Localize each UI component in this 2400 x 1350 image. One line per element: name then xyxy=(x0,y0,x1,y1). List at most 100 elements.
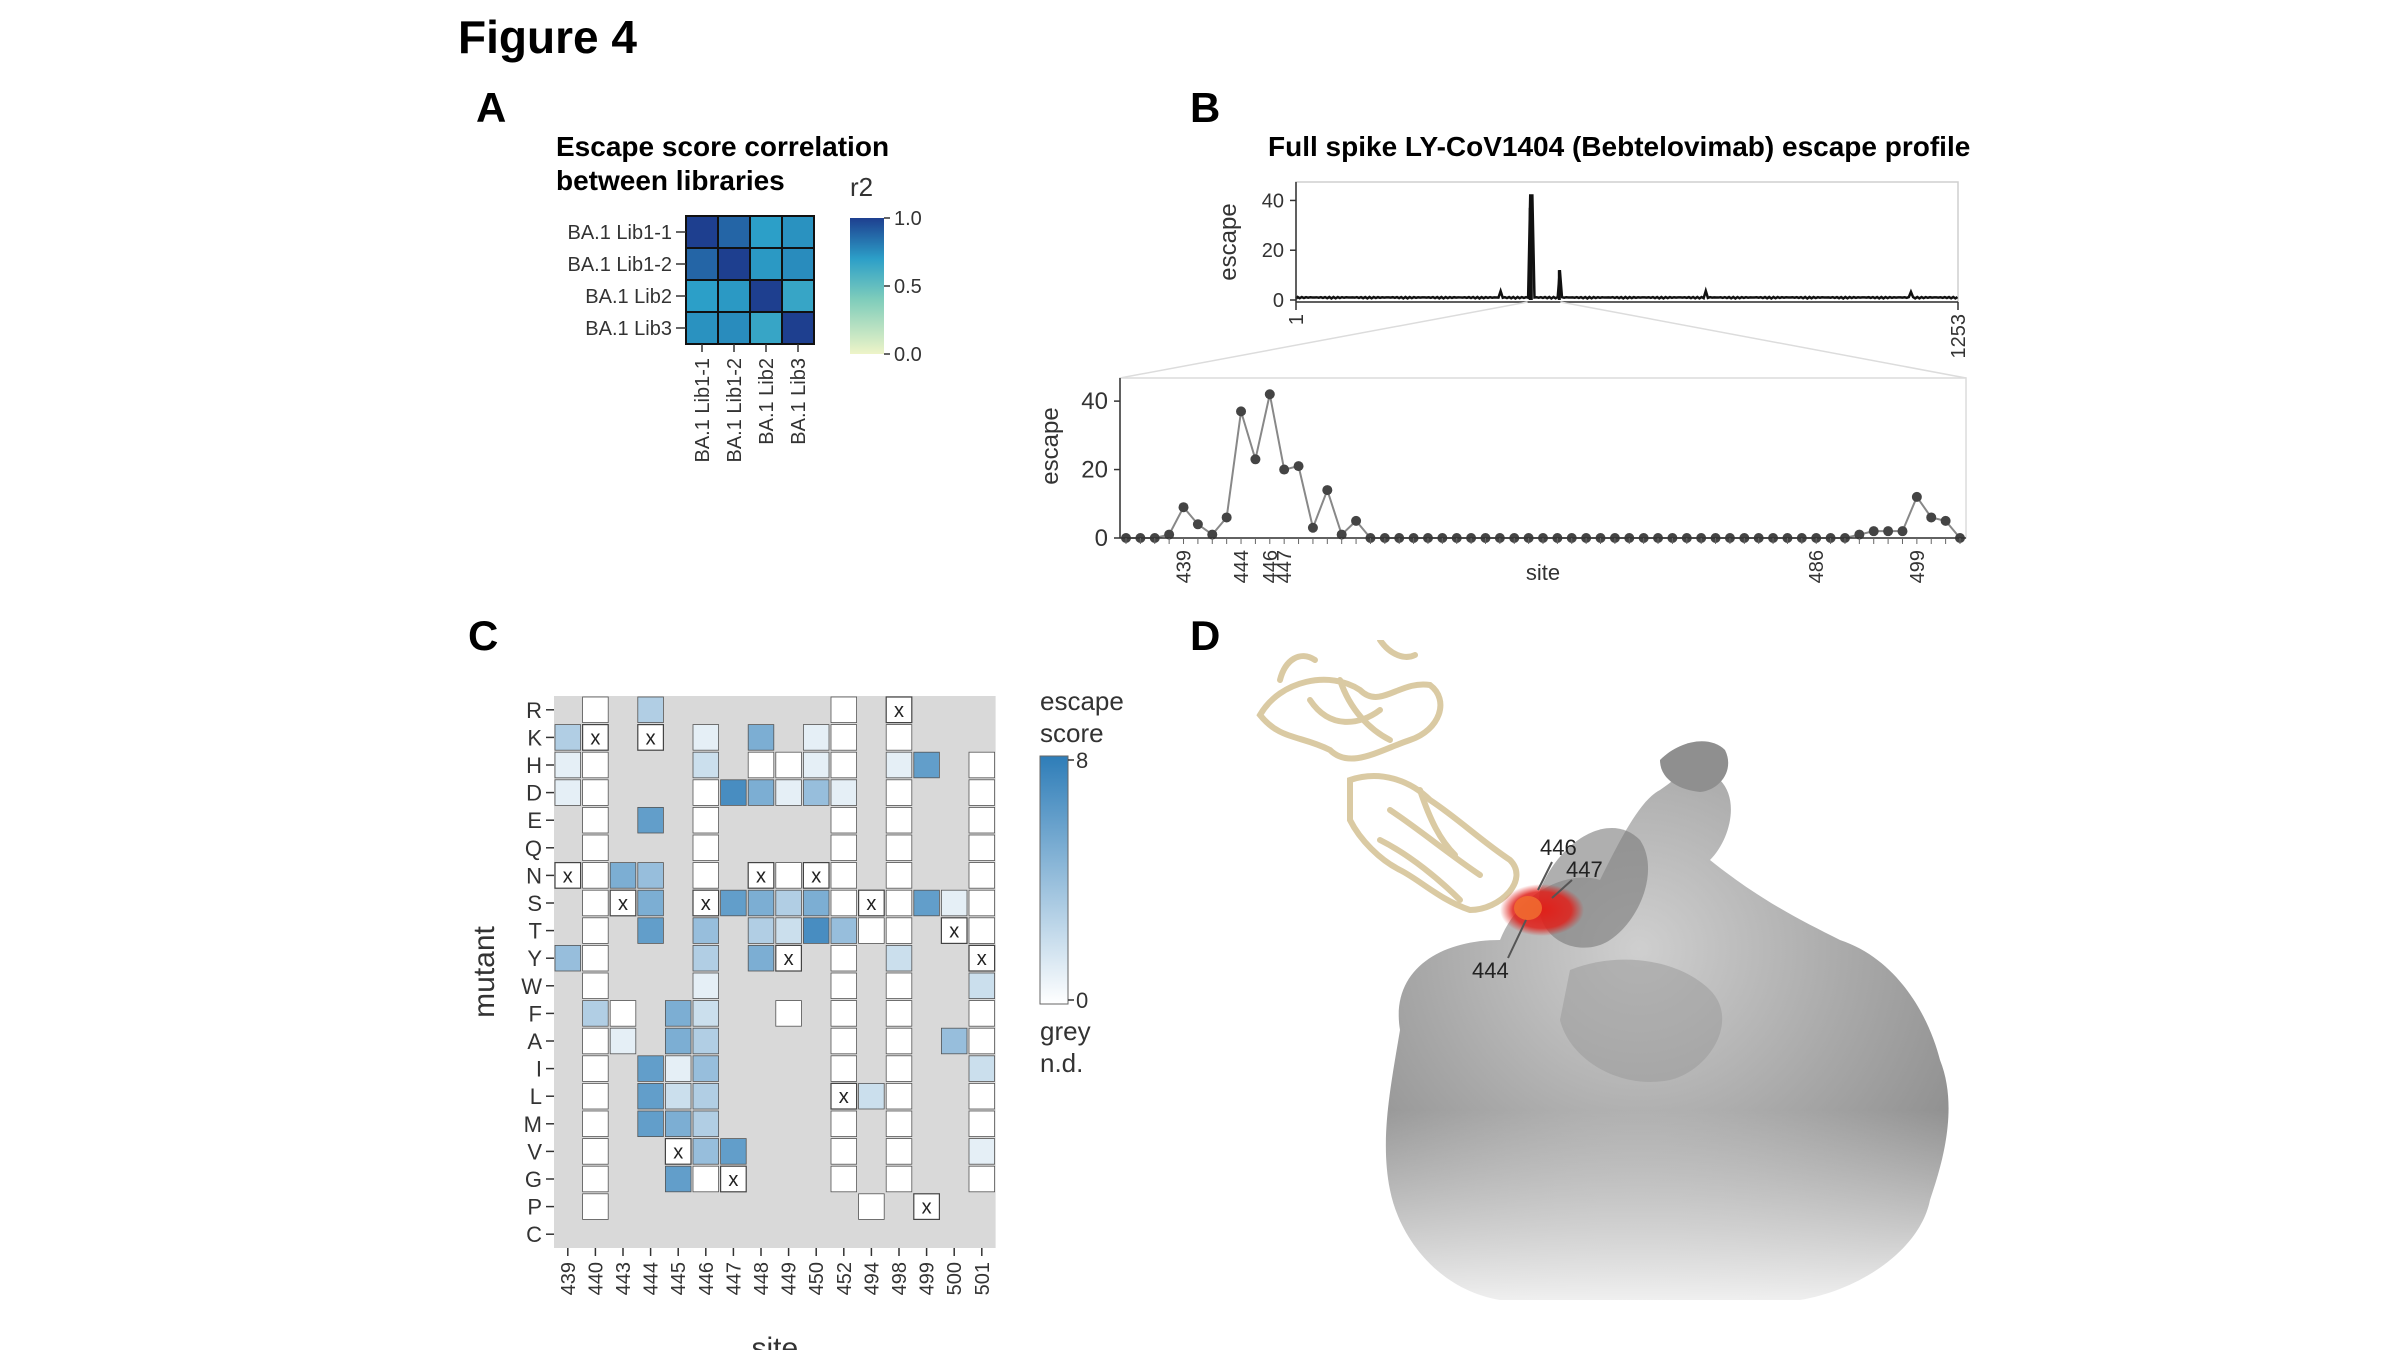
escape-cell xyxy=(692,724,720,751)
escape-cell xyxy=(830,779,858,806)
escape-cell xyxy=(858,1193,885,1220)
escape-cell xyxy=(747,751,775,779)
panel-c-letter: C xyxy=(468,612,499,659)
zoom-point xyxy=(1854,529,1865,540)
escape-cell xyxy=(885,779,913,806)
wildtype-cell xyxy=(664,1138,692,1165)
top-ytick: 0 xyxy=(1273,290,1284,312)
escape-cell xyxy=(554,944,582,972)
heatmap-background xyxy=(554,696,996,1248)
corr-cell xyxy=(781,279,815,313)
corr-cell xyxy=(781,247,815,281)
wildtype-marker: x xyxy=(673,1141,683,1163)
escape-cell xyxy=(582,1193,609,1220)
escape-cell xyxy=(664,1110,692,1138)
escape-cell xyxy=(885,917,913,944)
wildtype-cell xyxy=(747,862,775,889)
escape-cell xyxy=(885,1055,913,1082)
escape-cell xyxy=(830,1027,858,1055)
site-label: 445 xyxy=(668,1262,690,1295)
corr-col-label: BA.1 Lib3 xyxy=(788,358,810,445)
escape-cell xyxy=(830,1165,858,1193)
zoom-point xyxy=(1279,464,1290,475)
wildtype-marker: x xyxy=(977,948,987,970)
escape-cell xyxy=(582,779,609,806)
escape-cell xyxy=(885,972,913,1000)
corr-cell xyxy=(749,311,783,345)
escape-cell xyxy=(692,944,720,972)
escape-cell xyxy=(582,972,609,1000)
wildtype-cell xyxy=(940,917,968,944)
wildtype-cell xyxy=(582,723,609,751)
escape-cell xyxy=(830,972,858,1000)
bottom-xtick: 447 xyxy=(1274,550,1296,583)
panel-b-title: Full spike LY-CoV1404 (Bebtelovimab) esc… xyxy=(1268,131,1971,162)
escape-cell xyxy=(554,751,582,779)
escape-cell xyxy=(802,917,830,944)
escape-cell xyxy=(830,889,858,917)
escape-cell xyxy=(830,834,858,862)
escape-cell xyxy=(692,751,720,779)
site-label-447: 447 xyxy=(1566,857,1603,882)
site-label: 444 xyxy=(641,1262,663,1295)
wildtype-marker: x xyxy=(784,948,794,970)
escape-cell xyxy=(747,917,775,944)
mutant-label: G xyxy=(525,1167,542,1192)
site-label: 446 xyxy=(696,1262,718,1295)
antibody-fab xyxy=(1256,640,1520,914)
escape-cell xyxy=(609,1000,637,1027)
escape-cell xyxy=(830,751,858,779)
wildtype-cell xyxy=(554,862,582,889)
escape-cell xyxy=(968,1138,996,1165)
bottom-xlabel: site xyxy=(1526,560,1560,585)
escape-cell xyxy=(968,1165,996,1193)
escape-cell xyxy=(747,724,775,751)
escape-cell xyxy=(692,1110,720,1138)
corr-cell xyxy=(749,247,783,281)
wildtype-cell xyxy=(720,1165,747,1193)
mutant-label: S xyxy=(527,891,542,916)
zoom-point xyxy=(1307,522,1318,533)
mutant-label: F xyxy=(529,1001,542,1026)
mutant-label: D xyxy=(526,781,542,806)
site-label: 449 xyxy=(779,1262,801,1295)
corr-cell xyxy=(717,279,751,313)
wildtype-marker: x xyxy=(922,1197,932,1219)
escape-cell xyxy=(775,917,802,944)
escape-cell xyxy=(582,1138,609,1165)
escape-cell xyxy=(830,696,858,724)
escape-cell xyxy=(582,1055,609,1082)
escape-colorbar xyxy=(1039,755,1069,1005)
escape-cell xyxy=(802,779,830,806)
escape-cell xyxy=(609,862,637,889)
legend-title-line1: escape xyxy=(1040,686,1124,716)
escape-cell xyxy=(968,1082,996,1110)
wildtype-cell xyxy=(775,944,802,972)
panel-a-title-line2: between libraries xyxy=(556,165,785,196)
escape-cell xyxy=(609,1027,637,1055)
wildtype-cell xyxy=(637,723,665,751)
zoom-point xyxy=(1868,526,1879,537)
zoom-point xyxy=(1264,389,1275,400)
panel-a-colorbar xyxy=(850,218,884,354)
zoom-point xyxy=(1250,454,1261,465)
bottom-xtick: 486 xyxy=(1806,550,1828,583)
escape-cell xyxy=(968,862,996,889)
panel-b-chart: 40 20 0 escape 1 1253 40 20 0 escape 439 444 446447… xyxy=(1037,181,1970,585)
zoom-point xyxy=(1883,526,1894,537)
escape-cell xyxy=(664,1055,692,1082)
legend-grey-line1: grey xyxy=(1040,1016,1091,1046)
escape-cell xyxy=(637,889,664,917)
mutant-label: V xyxy=(527,1139,542,1164)
wildtype-cell xyxy=(692,889,720,917)
zoom-point xyxy=(1192,519,1203,530)
figure-title: Figure 4 xyxy=(458,11,637,63)
escape-cell xyxy=(885,1165,913,1193)
wildtype-marker: x xyxy=(728,1169,738,1191)
escape-cell xyxy=(582,917,609,944)
escape-cell xyxy=(885,806,913,834)
zoom-point xyxy=(1207,529,1218,540)
escape-cell xyxy=(582,944,609,972)
escape-cell xyxy=(885,1027,913,1055)
